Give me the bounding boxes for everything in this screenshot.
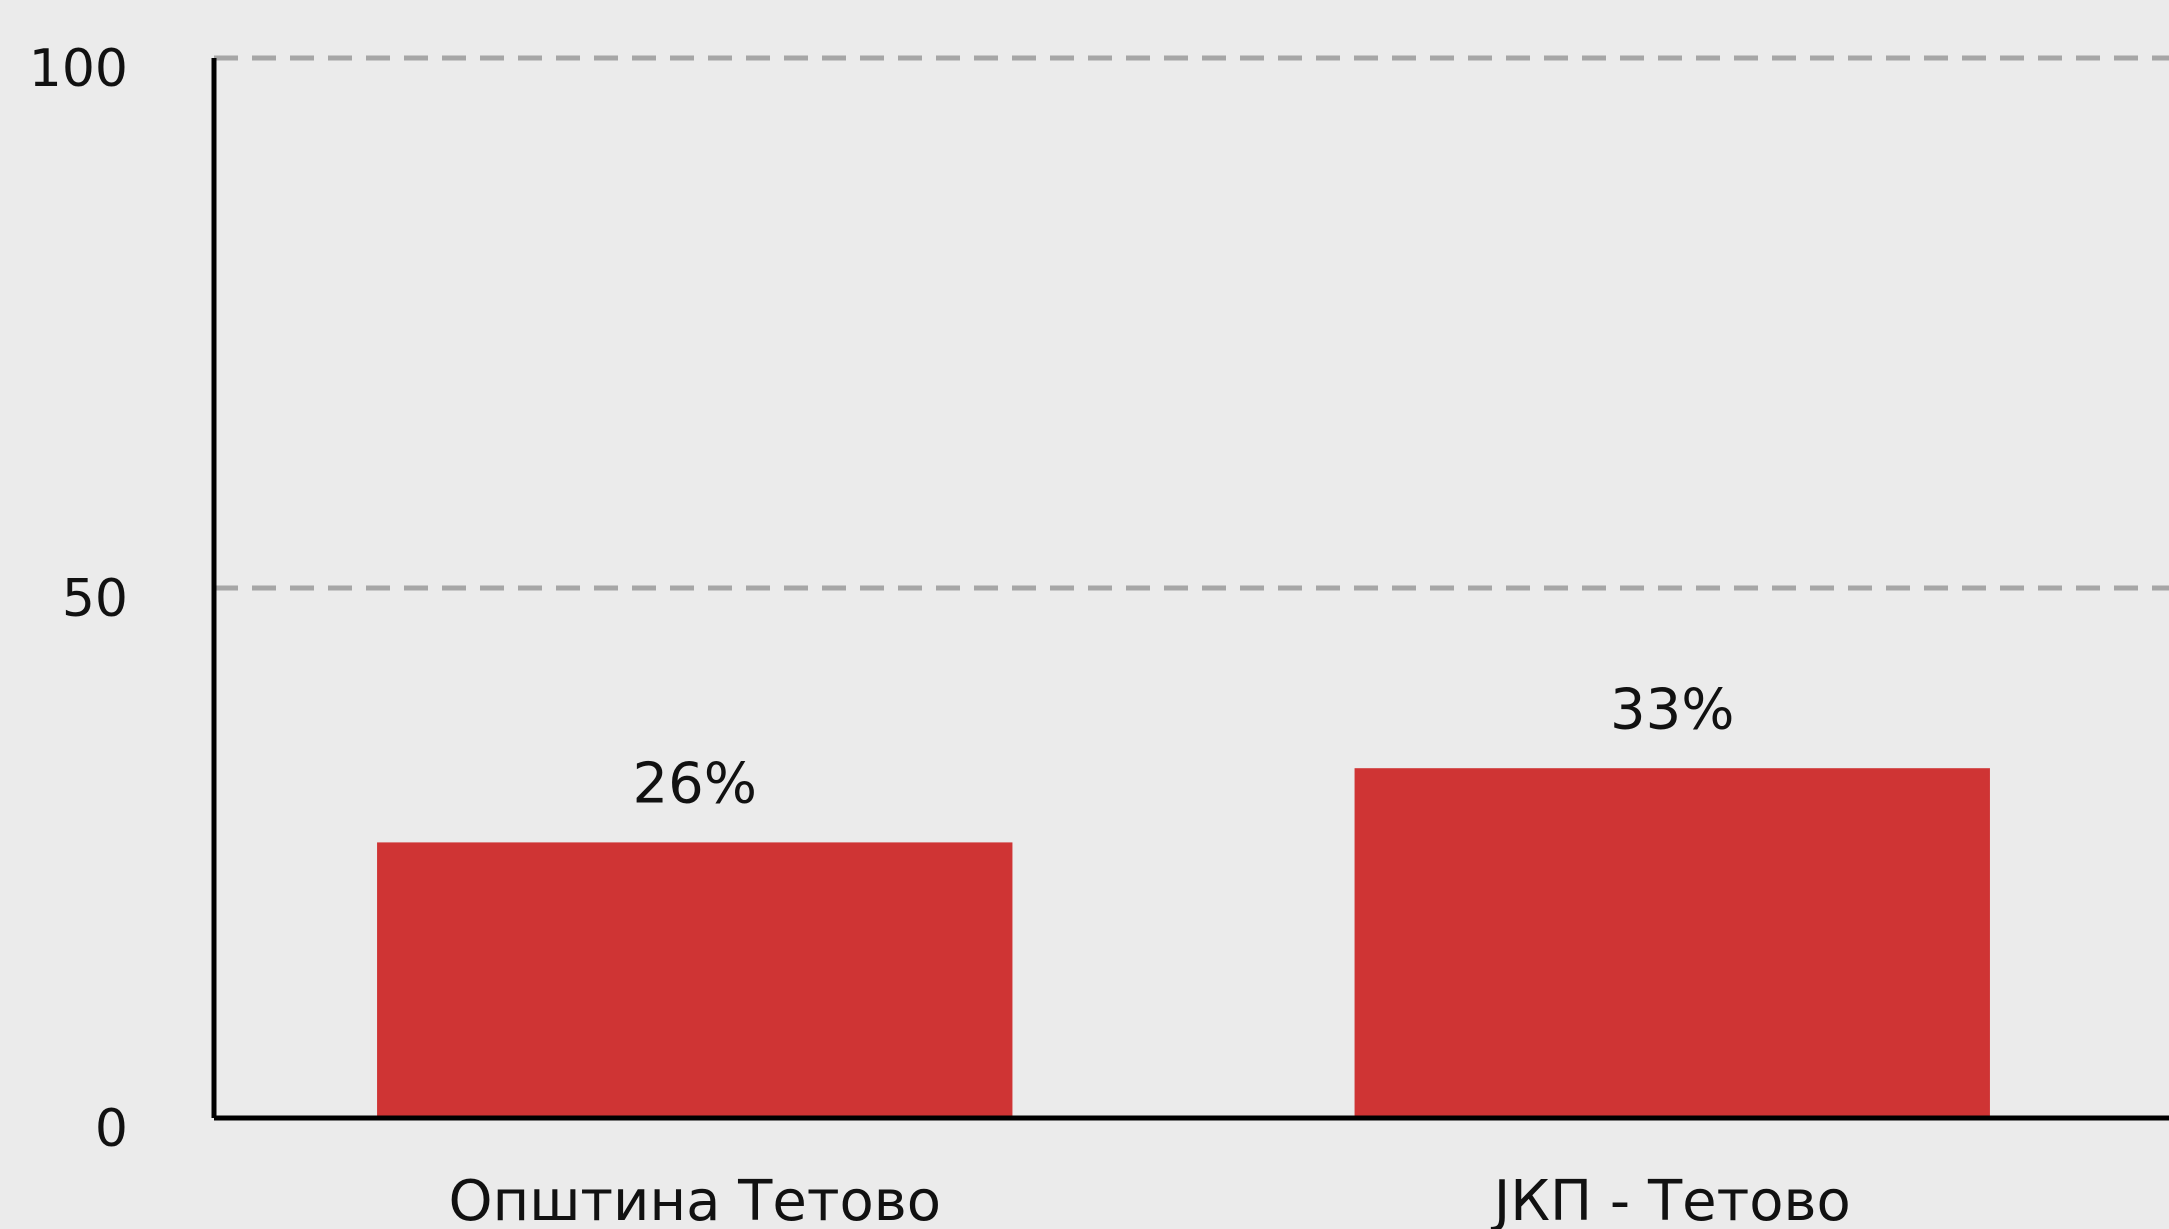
y-tick-label: 0 — [95, 1099, 128, 1159]
y-tick-label: 100 — [29, 39, 128, 99]
bar — [377, 842, 1013, 1118]
bar — [1354, 768, 1990, 1118]
value-label: 33% — [1610, 677, 1734, 742]
value-label: 26% — [633, 752, 757, 817]
x-tick-label: ЈКП - Тетово — [1491, 1169, 1851, 1229]
y-tick-label: 50 — [62, 569, 128, 629]
x-tick-label: Општина Тетово — [449, 1169, 942, 1229]
